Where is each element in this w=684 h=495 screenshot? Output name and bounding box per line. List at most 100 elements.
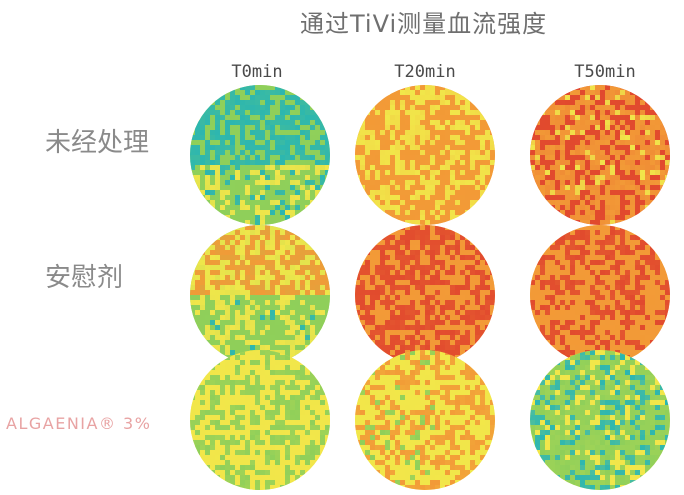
heatmap-cell	[200, 345, 205, 350]
heatmap-cell	[355, 265, 360, 270]
heatmap-cell	[620, 275, 625, 280]
heatmap-cell	[400, 170, 405, 175]
heatmap-cell	[605, 220, 610, 225]
heatmap-cell	[480, 230, 485, 235]
heatmap-cell	[465, 115, 470, 120]
heatmap-cell	[595, 280, 600, 285]
heatmap-cell	[605, 85, 610, 90]
heatmap-cell	[600, 115, 605, 120]
heatmap-cell	[425, 215, 430, 220]
heatmap-cell	[410, 195, 415, 200]
heatmap-cell	[470, 115, 475, 120]
heatmap-cell	[300, 375, 305, 380]
heatmap-cell	[250, 350, 255, 355]
heatmap-cell	[470, 150, 475, 155]
heatmap-cell	[385, 120, 390, 125]
heatmap-cell	[540, 140, 545, 145]
heatmap-cell	[255, 375, 260, 380]
heatmap-cell	[570, 175, 575, 180]
heatmap-cell	[265, 95, 270, 100]
heatmap-cell	[205, 380, 210, 385]
heatmap-cell	[290, 150, 295, 155]
heatmap-cell	[490, 180, 495, 185]
heatmap-cell	[570, 190, 575, 195]
heatmap-cell	[245, 395, 250, 400]
heatmap-cell	[540, 105, 545, 110]
heatmap-cell	[245, 190, 250, 195]
heatmap-cell	[475, 260, 480, 265]
heatmap-cell	[320, 230, 325, 235]
heatmap-cell	[200, 315, 205, 320]
heatmap-cell	[665, 225, 670, 230]
heatmap-cell	[610, 290, 615, 295]
heatmap-cell	[315, 255, 320, 260]
heatmap-cell	[235, 345, 240, 350]
heatmap-cell	[190, 260, 195, 265]
heatmap-cell	[655, 305, 660, 310]
heatmap-cell	[490, 270, 495, 275]
heatmap-cell	[250, 105, 255, 110]
heatmap-cell	[190, 235, 195, 240]
heatmap-cell	[300, 200, 305, 205]
heatmap-cell	[585, 160, 590, 165]
heatmap-cell	[275, 150, 280, 155]
heatmap-cell	[475, 235, 480, 240]
heatmap-cell	[470, 125, 475, 130]
heatmap-cell	[210, 355, 215, 360]
heatmap-cell	[610, 340, 615, 345]
heatmap-cell	[415, 250, 420, 255]
heatmap-cell	[575, 315, 580, 320]
heatmap-cell	[305, 85, 310, 90]
heatmap-cell	[290, 100, 295, 105]
heatmap-cell	[305, 155, 310, 160]
heatmap-cell	[580, 125, 585, 130]
heatmap-cell	[200, 235, 205, 240]
heatmap-cell	[200, 170, 205, 175]
heatmap-cell	[440, 260, 445, 265]
heatmap-cell	[200, 245, 205, 250]
heatmap-cell	[615, 195, 620, 200]
heatmap-cell	[205, 275, 210, 280]
heatmap-cell	[355, 240, 360, 245]
heatmap-cell	[225, 275, 230, 280]
heatmap-cell	[545, 355, 550, 360]
heatmap-cell	[190, 360, 195, 365]
heatmap-cell	[570, 220, 575, 225]
heatmap-cell	[655, 135, 660, 140]
heatmap-cell	[220, 290, 225, 295]
heatmap-cell	[600, 185, 605, 190]
heatmap-cell	[250, 285, 255, 290]
heatmap-cell	[425, 275, 430, 280]
heatmap-cell	[405, 325, 410, 330]
heatmap-cell	[320, 345, 325, 350]
heatmap-cell	[425, 285, 430, 290]
heatmap-cell	[390, 325, 395, 330]
heatmap-cell	[580, 275, 585, 280]
heatmap-cell	[585, 270, 590, 275]
heatmap-cell	[450, 205, 455, 210]
heatmap-cell	[390, 195, 395, 200]
heatmap-cell	[485, 310, 490, 315]
heatmap-cell	[275, 275, 280, 280]
heatmap-cell	[575, 330, 580, 335]
heatmap-cell	[575, 110, 580, 115]
heatmap-cell	[275, 385, 280, 390]
heatmap-cell	[320, 275, 325, 280]
heatmap-cell	[190, 145, 195, 150]
heatmap-cell	[215, 175, 220, 180]
heatmap-cell	[385, 235, 390, 240]
heatmap-cell	[375, 335, 380, 340]
heatmap-cell	[450, 160, 455, 165]
heatmap-cell	[250, 220, 255, 225]
heatmap-cell	[270, 275, 275, 280]
heatmap-cell	[440, 220, 445, 225]
heatmap-cell	[665, 260, 670, 265]
heatmap-cell	[605, 325, 610, 330]
heatmap-cell	[480, 95, 485, 100]
heatmap-cell	[270, 140, 275, 145]
heatmap-cell	[455, 125, 460, 130]
heatmap-cell	[190, 355, 195, 360]
heatmap-cell	[265, 210, 270, 215]
heatmap-cell	[660, 330, 665, 335]
heatmap-cell	[325, 350, 330, 355]
